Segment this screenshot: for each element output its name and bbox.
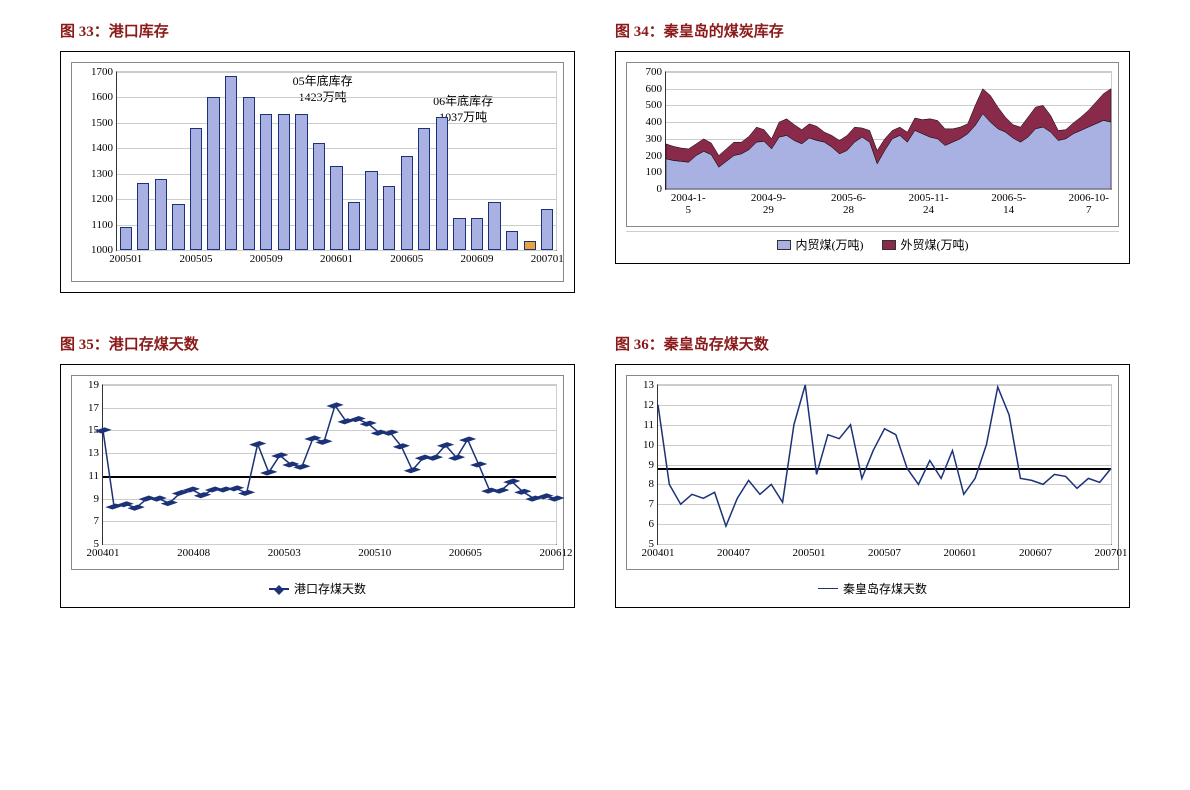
- legend-foreign: 外贸煤(万吨): [882, 236, 969, 253]
- panel-qhd-inventory: 图 34：秦皇岛的煤炭库存 0100200300400500600700 200…: [615, 20, 1130, 293]
- chart34-title: 图 34：秦皇岛的煤炭库存: [615, 20, 1130, 41]
- chart34-box: 0100200300400500600700 2004-1-52004-9-29…: [615, 51, 1130, 264]
- chart33-box: 05年底库存1423万吨 06年底库存1037万吨 10001100120013…: [60, 51, 575, 293]
- panel-port-days: 图 35：港口存煤天数 5791113151719200401200408200…: [60, 333, 575, 608]
- chart35-legend: 港口存煤天数: [71, 576, 564, 597]
- chart35-box: 5791113151719200401200408200503200510200…: [60, 364, 575, 608]
- chart36-legend: 秦皇岛存煤天数: [626, 576, 1119, 597]
- chart35-title: 图 35：港口存煤天数: [60, 333, 575, 354]
- chart33-anno1: 05年底库存1423万吨: [293, 74, 353, 105]
- legend-port-days: 港口存煤天数: [269, 580, 366, 597]
- chart34-legend: 内贸煤(万吨) 外贸煤(万吨): [626, 231, 1119, 253]
- chart33-title: 图 33：港口库存: [60, 20, 575, 41]
- legend-domestic: 内贸煤(万吨): [777, 236, 864, 253]
- chart36-box: 5678910111213200401200407200501200507200…: [615, 364, 1130, 608]
- legend-qhd-days: 秦皇岛存煤天数: [818, 580, 927, 597]
- chart36-title: 图 36：秦皇岛存煤天数: [615, 333, 1130, 354]
- panel-port-inventory: 图 33：港口库存 05年底库存1423万吨 06年底库存1037万吨 1000…: [60, 20, 575, 293]
- panel-qhd-days: 图 36：秦皇岛存煤天数 567891011121320040120040720…: [615, 333, 1130, 608]
